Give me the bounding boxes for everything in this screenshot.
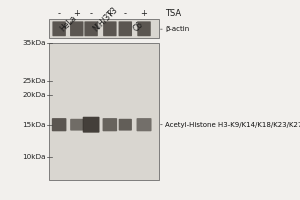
FancyBboxPatch shape: [70, 119, 83, 131]
FancyBboxPatch shape: [52, 21, 66, 36]
Text: -: -: [124, 9, 127, 18]
FancyBboxPatch shape: [83, 117, 100, 133]
Text: β-actin: β-actin: [160, 26, 189, 32]
FancyBboxPatch shape: [119, 119, 132, 131]
Text: -: -: [90, 9, 93, 18]
Text: 15kDa: 15kDa: [22, 122, 46, 128]
FancyBboxPatch shape: [52, 118, 66, 131]
Bar: [49, 43, 160, 180]
FancyBboxPatch shape: [136, 118, 152, 131]
FancyBboxPatch shape: [137, 21, 151, 36]
Text: HeLa: HeLa: [58, 13, 78, 34]
FancyBboxPatch shape: [118, 21, 132, 36]
FancyBboxPatch shape: [103, 21, 117, 36]
Text: +: +: [141, 9, 148, 18]
FancyBboxPatch shape: [84, 21, 98, 36]
Text: Acetyl-Histone H3-K9/K14/K18/K23/K27: Acetyl-Histone H3-K9/K14/K18/K23/K27: [160, 122, 300, 128]
Text: 20kDa: 20kDa: [22, 92, 46, 98]
Text: TSA: TSA: [165, 9, 181, 18]
Text: +: +: [73, 9, 80, 18]
Text: 35kDa: 35kDa: [22, 40, 46, 46]
FancyBboxPatch shape: [70, 21, 83, 36]
Text: +: +: [106, 9, 113, 18]
Text: C6: C6: [132, 20, 145, 34]
Bar: [49, 19, 160, 38]
Text: 25kDa: 25kDa: [22, 78, 46, 84]
Text: 10kDa: 10kDa: [22, 154, 46, 160]
Text: NIH/3T3: NIH/3T3: [92, 5, 119, 34]
Text: -: -: [58, 9, 61, 18]
FancyBboxPatch shape: [103, 118, 117, 131]
